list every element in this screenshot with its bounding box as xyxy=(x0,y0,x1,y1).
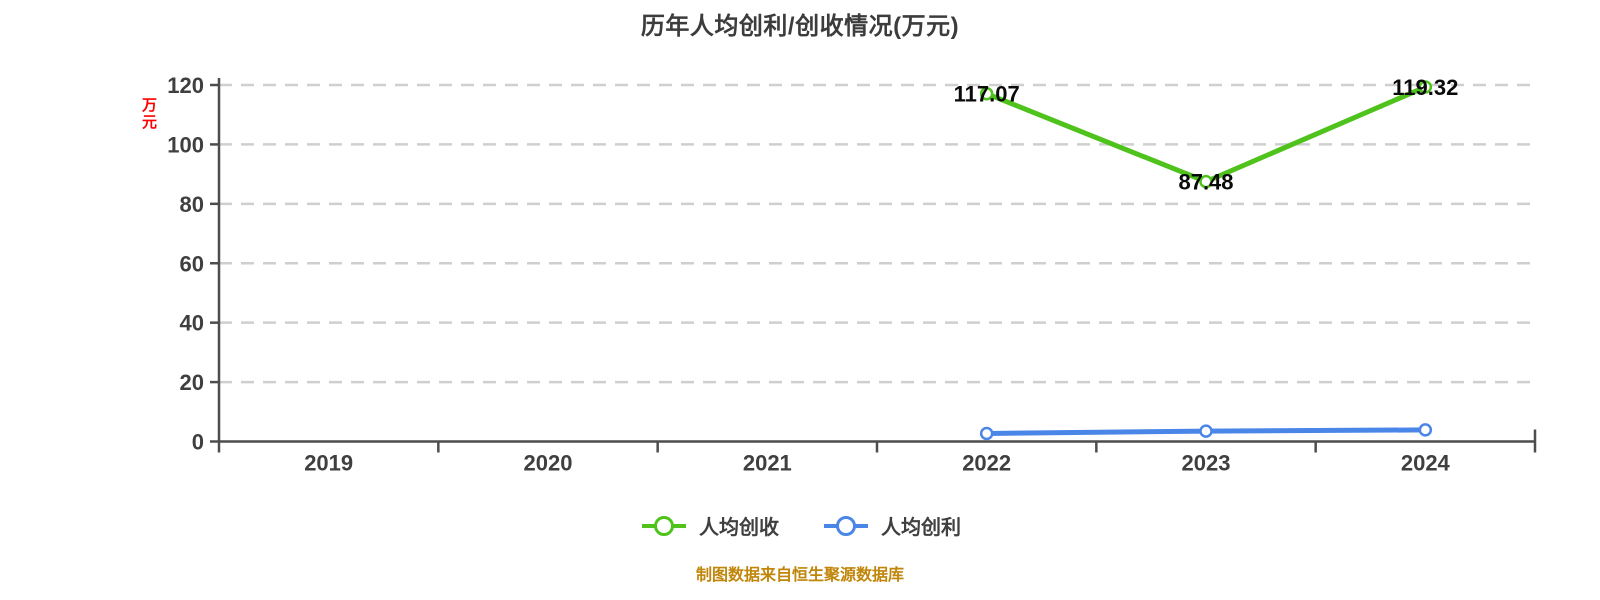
x-tick-label-2022: 2022 xyxy=(962,451,1011,476)
data-point-人均创收[interactable] xyxy=(1199,174,1213,189)
y-tick-label: 80 xyxy=(180,192,204,217)
data-label: 119.32 xyxy=(1392,75,1458,100)
chart-title: 历年人均创利/创收情况(万元) xyxy=(640,13,960,40)
y-tick-label: 0 xyxy=(192,430,204,455)
data-point-人均创收[interactable] xyxy=(979,86,994,101)
data-point-人均创利[interactable] xyxy=(1418,423,1433,437)
data-label: 117.07 xyxy=(954,82,1020,107)
series-line-人均创收 xyxy=(984,84,1428,185)
legend-item-per-capita-profit[interactable]: 人均创利 xyxy=(821,511,961,540)
x-tick-label-2021: 2021 xyxy=(743,451,792,476)
y-tick-label: 20 xyxy=(180,370,204,395)
data-point-人均创收[interactable] xyxy=(1418,80,1433,94)
data-point-人均创利[interactable] xyxy=(979,426,994,441)
legend-marker-per-capita-profit-icon xyxy=(824,515,868,536)
legend: 人均创收 人均创利 xyxy=(0,511,1600,540)
x-tick-label-2024: 2024 xyxy=(1401,451,1451,476)
y-axis-unit-label: 万元 xyxy=(140,97,157,131)
legend-label-per-capita-revenue: 人均创收 xyxy=(699,517,779,539)
y-tick-label: 100 xyxy=(167,132,204,157)
y-tick-label: 40 xyxy=(180,311,204,336)
legend-item-per-capita-revenue[interactable]: 人均创收 xyxy=(639,511,779,540)
y-tick-label: 120 xyxy=(167,73,204,98)
x-tick-label-2023: 2023 xyxy=(1182,451,1231,476)
y-tick-label: 60 xyxy=(180,251,204,276)
data-label: 87.48 xyxy=(1178,170,1233,195)
x-tick-label-2020: 2020 xyxy=(524,451,573,476)
legend-marker-per-capita-revenue-icon xyxy=(642,515,686,536)
data-source-note: 制图数据来自恒生聚源数据库 xyxy=(695,567,904,584)
data-point-人均创利[interactable] xyxy=(1199,424,1213,438)
legend-label-per-capita-profit: 人均创利 xyxy=(881,517,961,539)
x-tick-label-2019: 2019 xyxy=(304,451,353,476)
